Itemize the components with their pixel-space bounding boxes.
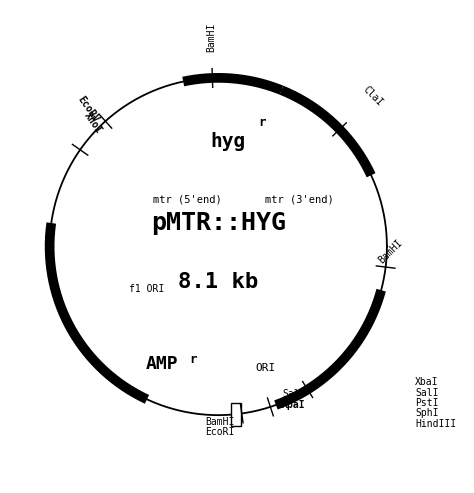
Text: BamHI: BamHI [376,238,404,265]
Text: AMP: AMP [146,354,178,373]
Text: ApaI: ApaI [282,400,306,410]
Text: SalI: SalI [415,387,438,398]
Text: EcoRV: EcoRV [75,94,100,124]
Text: mtr (3'end): mtr (3'end) [265,195,334,205]
Text: HindIII: HindIII [415,419,456,428]
Text: ORI: ORI [255,363,275,373]
Text: f1 ORI: f1 ORI [129,283,164,294]
Text: BamHI: BamHI [207,23,217,52]
Text: ClaI: ClaI [361,85,385,108]
Text: XbaI: XbaI [415,377,438,387]
Text: EcoRI: EcoRI [205,427,234,437]
Text: SalI: SalI [282,389,306,399]
Text: hyg: hyg [210,132,245,150]
Text: 8.1 kb: 8.1 kb [178,272,258,292]
Text: PstI: PstI [415,398,438,408]
Text: SphI: SphI [415,408,438,418]
Text: XhoI: XhoI [82,111,104,136]
Text: mtr (5'end): mtr (5'end) [153,195,221,205]
Text: r: r [258,116,265,129]
Text: r: r [189,353,196,366]
Text: BamHI: BamHI [205,417,234,427]
Text: pMTR::HYG: pMTR::HYG [151,211,286,235]
Bar [231,402,241,426]
